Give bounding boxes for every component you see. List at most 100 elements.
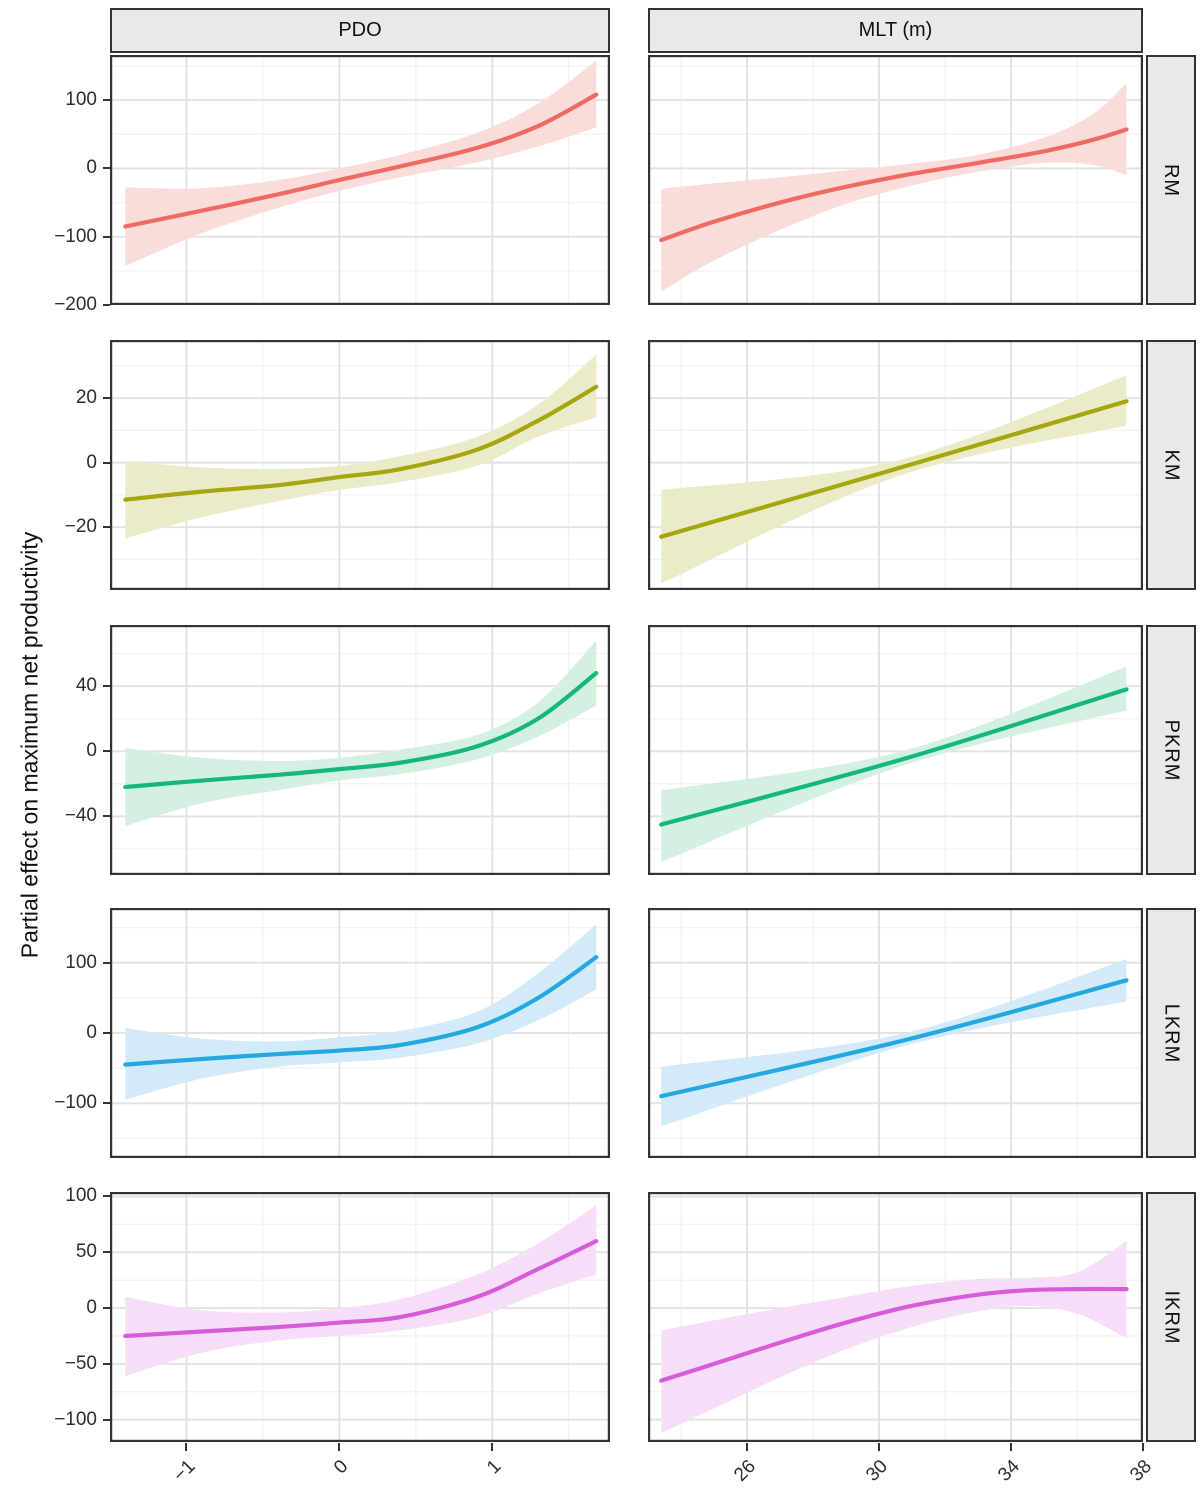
y-axis-ticks-lkrm: 100 0 −100 (0, 908, 110, 1158)
facet-strip-row-ikrm: IKRM (1146, 1192, 1196, 1442)
y-tick-mark (103, 750, 110, 753)
panel-canvas (648, 340, 1143, 590)
y-tick-label: 0 (86, 1022, 97, 1043)
y-tick-mark (103, 304, 110, 306)
panel-ikrm-pdo (110, 1192, 610, 1442)
panel-canvas (110, 908, 610, 1158)
confidence-ribbon (125, 640, 597, 827)
panel-canvas (648, 55, 1143, 305)
facet-strip-row-rm: RM (1146, 55, 1196, 305)
facet-strip-label: PKRM (1160, 719, 1183, 781)
x-tick-mark (746, 1443, 748, 1451)
y-tick-mark (103, 235, 110, 238)
y-tick-label: −20 (64, 516, 97, 538)
facet-strip-label: MLT (m) (858, 19, 933, 41)
y-tick-label: 0 (86, 1297, 97, 1319)
y-axis-ticks-km: 20 0 −20 (0, 340, 110, 590)
facet-strip-label: IKRM (1160, 1290, 1183, 1344)
y-axis-ticks-rm: 100 0 −100 −200 (0, 55, 110, 315)
x-tick-label: 1 (482, 1456, 506, 1479)
panel-km-pdo (110, 340, 610, 590)
smooth-line (659, 399, 1129, 539)
panel-canvas (110, 1192, 610, 1442)
panel-ikrm-mlt (648, 1192, 1143, 1442)
x-tick-mark (491, 1443, 494, 1451)
confidence-ribbon (125, 60, 597, 267)
facet-strip-label: KM (1160, 449, 1183, 481)
y-tick-mark (103, 1102, 110, 1105)
x-tick-mark (1010, 1443, 1012, 1451)
x-tick-label: 30 (862, 1456, 892, 1486)
panel-canvas (110, 55, 610, 305)
y-tick-mark (103, 1032, 110, 1034)
y-tick-label: −100 (54, 225, 97, 247)
x-tick-mark (185, 1443, 188, 1451)
x-tick-mark (338, 1443, 341, 1451)
smooth-line (659, 687, 1129, 827)
confidence-ribbon (125, 924, 597, 1100)
y-tick-label: 0 (86, 740, 97, 762)
facet-strip-row-lkrm: LKRM (1146, 908, 1196, 1158)
y-tick-label: 100 (65, 89, 97, 111)
confidence-ribbon (661, 375, 1127, 584)
y-tick-label: 20 (75, 387, 97, 409)
facet-strip-col-pdo: PDO (110, 8, 610, 53)
x-tick-mark (1142, 1443, 1144, 1451)
smooth-line (659, 127, 1129, 243)
panel-canvas (110, 625, 610, 875)
panel-rm-pdo (110, 55, 610, 305)
panel-rm-mlt (648, 55, 1143, 305)
y-tick-label: 100 (65, 1185, 97, 1207)
y-tick-mark (103, 1362, 110, 1365)
y-tick-label: 100 (65, 951, 97, 973)
panel-pkrm-mlt (648, 625, 1143, 875)
confidence-ribbon (661, 666, 1127, 862)
panel-canvas (648, 1192, 1143, 1442)
panel-canvas (110, 340, 610, 590)
y-tick-mark (103, 99, 110, 102)
y-tick-mark (103, 1251, 110, 1254)
panel-km-mlt (648, 340, 1143, 590)
y-tick-label: −40 (64, 805, 97, 827)
x-tick-label: 0 (329, 1456, 353, 1479)
panel-lkrm-pdo (110, 908, 610, 1158)
x-tick-label: 38 (1126, 1456, 1156, 1486)
y-tick-mark (103, 815, 110, 818)
smooth-line (123, 955, 599, 1067)
y-tick-label: 0 (86, 451, 97, 473)
smooth-line (659, 978, 1129, 1099)
y-tick-label: −100 (54, 1092, 97, 1114)
smooth-line (659, 1286, 1129, 1383)
y-tick-mark (103, 1307, 110, 1310)
y-tick-mark (103, 461, 110, 464)
y-tick-label: 0 (86, 157, 97, 179)
facet-strip-row-km: KM (1146, 340, 1196, 590)
y-tick-label: 50 (75, 1241, 97, 1263)
x-axis-ticks-pdo: −1 0 1 (110, 1442, 610, 1500)
x-tick-label: 26 (730, 1456, 760, 1486)
panel-canvas (648, 625, 1143, 875)
smooth-line (123, 92, 599, 229)
y-tick-label: −200 (54, 294, 97, 315)
y-tick-mark (103, 397, 110, 400)
smooth-line (123, 670, 599, 790)
facet-strip-row-pkrm: PKRM (1146, 625, 1196, 875)
confidence-ribbon (661, 1241, 1127, 1434)
panel-pkrm-pdo (110, 625, 610, 875)
confidence-ribbon (125, 354, 597, 539)
facet-strip-label: LKRM (1160, 1003, 1183, 1063)
y-tick-mark (103, 961, 110, 964)
facet-strip-label: PDO (338, 19, 382, 41)
panel-lkrm-mlt (648, 908, 1143, 1158)
facet-strip-label: RM (1160, 163, 1183, 197)
y-axis-ticks-pkrm: 40 0 −40 (0, 625, 110, 875)
x-tick-label: 34 (994, 1456, 1024, 1486)
x-axis-ticks-mlt: 26 30 34 38 (648, 1442, 1156, 1500)
panel-canvas (648, 908, 1143, 1158)
smooth-line (123, 384, 599, 502)
y-tick-mark (103, 1195, 110, 1198)
x-tick-label: −1 (169, 1456, 200, 1487)
facet-strip-col-mlt: MLT (m) (648, 8, 1143, 53)
y-tick-label: 40 (75, 675, 97, 697)
